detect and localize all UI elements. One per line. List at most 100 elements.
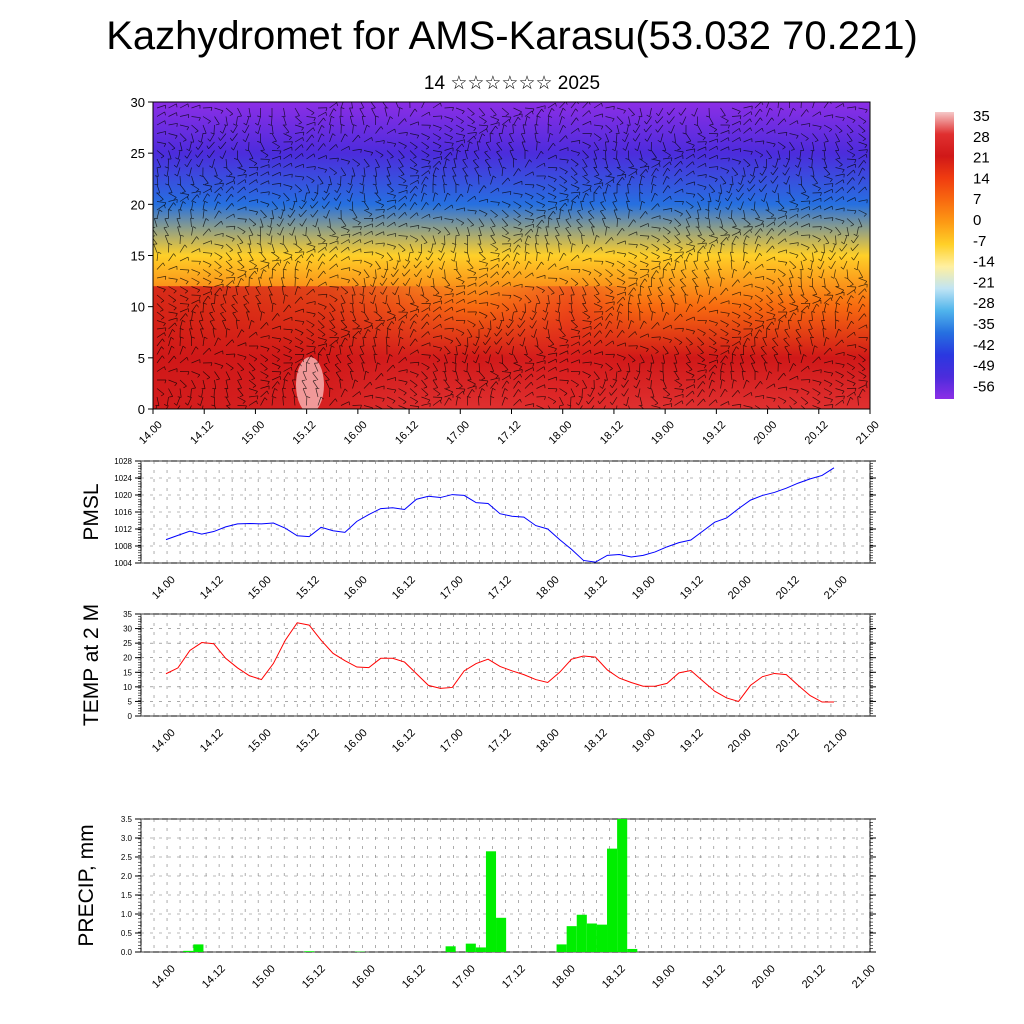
precip-xtick: 20.12	[800, 963, 828, 991]
colorbar-label: 35	[973, 108, 990, 125]
colorbar-label: 7	[973, 191, 981, 208]
precip-xtick: 20.00	[750, 963, 778, 991]
temp-xtick: 20.00	[726, 727, 754, 755]
pmsl-grid	[140, 460, 871, 564]
temp-xtick: 17.00	[438, 727, 466, 755]
precip-xtick: 14.12	[200, 963, 228, 991]
pmsl-panel: 1004 1008 1012 1016 1020 1024 1028 14.00 14.12 15…	[80, 457, 876, 602]
precip-xtick: 17.12	[500, 963, 528, 991]
colorbar: 35 28 21 14 7 0 -7 -14 -21 -28 -35 -42 -49 -56	[935, 108, 995, 399]
precip-bar	[496, 917, 507, 952]
heatmap-xtick: 17.12	[495, 419, 523, 447]
heatmap-xtick: 15.00	[239, 419, 267, 447]
precip-ytick: 1.0	[121, 910, 133, 919]
precip-ytick: 2.5	[121, 853, 133, 862]
precip-bar	[465, 943, 476, 952]
colorbar-label: -35	[973, 316, 995, 333]
temp-xtick: 21.00	[822, 727, 850, 755]
precip-bar	[596, 924, 608, 952]
pmsl-xtick: 17.00	[438, 574, 466, 602]
heatmap-xtick: 19.12	[700, 419, 728, 447]
temp-ytick: 30	[123, 625, 132, 634]
pmsl-ytick: 1004	[114, 559, 132, 568]
heatmap-xtick: 17.00	[444, 419, 472, 447]
pmsl-xtick: 18.00	[534, 574, 562, 602]
temp-xtick: 16.00	[342, 727, 370, 755]
temp-xtick: 15.12	[294, 727, 322, 755]
precip-bar	[475, 947, 486, 952]
precip-ytick: 3.0	[121, 834, 133, 843]
pmsl-xtick: 15.12	[294, 574, 322, 602]
heatmap-xtick: 14.12	[188, 419, 216, 447]
temp-grid	[140, 613, 871, 717]
pmsl-ytick: 1024	[114, 474, 132, 483]
pmsl-ytick: 1020	[114, 491, 132, 500]
precip-xtick: 16.12	[400, 963, 428, 991]
heatmap-ytick: 10	[131, 300, 145, 315]
temp-xtick: 18.12	[582, 727, 610, 755]
pmsl-xtick: 18.12	[582, 574, 610, 602]
pmsl-xtick: 19.00	[630, 574, 658, 602]
heatmap-xtick: 20.00	[751, 419, 779, 447]
precip-bar	[485, 851, 497, 952]
precip-xtick: 18.00	[550, 963, 578, 991]
temp-ytick: 5	[128, 697, 133, 706]
heatmap-ytick: 15	[131, 249, 145, 264]
precip-ytick: 3.5	[121, 815, 133, 824]
heatmap-ytick: 20	[131, 197, 145, 212]
pmsl-ytick: 1012	[114, 525, 132, 534]
heatmap-xtick: 21.00	[854, 419, 882, 447]
colorbar-label: -56	[973, 378, 995, 395]
pmsl-ytick: 1028	[114, 457, 132, 466]
heatmap-xtick: 18.12	[598, 419, 626, 447]
temp-ytick: 10	[123, 683, 132, 692]
heatmap-xtick: 19.00	[649, 419, 677, 447]
heatmap-xtick: 16.12	[393, 419, 421, 447]
pmsl-xtick: 16.12	[390, 574, 418, 602]
precip-xtick: 15.12	[300, 963, 328, 991]
colorbar-label: 0	[973, 212, 981, 229]
precip-xtick: 16.00	[350, 963, 378, 991]
precip-xtick: 14.00	[150, 963, 178, 991]
colorbar-label: -28	[973, 295, 995, 312]
colorbar-label: 14	[973, 170, 990, 187]
colorbar-label: -21	[973, 274, 995, 291]
pmsl-xtick: 20.12	[774, 574, 802, 602]
pmsl-xtick: 14.12	[198, 574, 226, 602]
precip-bar	[586, 923, 597, 952]
heatmap-xtick: 16.00	[342, 419, 370, 447]
heatmap-ytick: 0	[138, 402, 145, 417]
precip-bar	[556, 944, 567, 952]
precip-bar	[576, 914, 587, 952]
precip-panel: 0.0 0.5 1.0 1.5 2.0 2.5 3.0 3.5 14.00 14.12 15.00 1…	[75, 815, 878, 991]
temp-series-line	[165, 622, 834, 703]
precip-xtick: 17.00	[450, 963, 478, 991]
colorbar-label: -7	[973, 233, 986, 250]
colorbar-label: -49	[973, 358, 995, 375]
page-title: Kazhydromet for AMS-Karasu(53.032 70.221…	[106, 14, 918, 58]
heatmap-xtick: 14.00	[137, 419, 165, 447]
temp-xtick: 19.00	[630, 727, 658, 755]
pmsl-ylabel: PMSL	[80, 483, 103, 540]
precip-bar	[607, 848, 618, 952]
wind-barbs	[153, 102, 868, 409]
temp-xtick: 14.12	[198, 727, 226, 755]
precip-bar	[445, 946, 456, 952]
precip-bar	[627, 948, 638, 952]
heatmap-ytick: 30	[131, 95, 145, 110]
precip-xtick: 18.12	[600, 963, 628, 991]
date-subtitle: 14 ☆☆☆☆☆☆ 2025	[423, 73, 601, 94]
heatmap-ytick: 25	[131, 146, 145, 161]
precip-ytick: 1.5	[121, 891, 133, 900]
heatmap-xtick: 15.12	[291, 419, 319, 447]
temp-ytick: 0	[128, 712, 133, 721]
pmsl-xtick: 21.00	[822, 574, 850, 602]
temp-xtick: 17.12	[486, 727, 514, 755]
heatmap-xtick: 18.00	[547, 419, 575, 447]
temp-ytick: 25	[123, 639, 132, 648]
temp-xtick: 19.12	[678, 727, 706, 755]
precip-ytick: 0.5	[121, 929, 133, 938]
precip-bar	[566, 926, 577, 952]
pmsl-xtick: 17.12	[486, 574, 514, 602]
